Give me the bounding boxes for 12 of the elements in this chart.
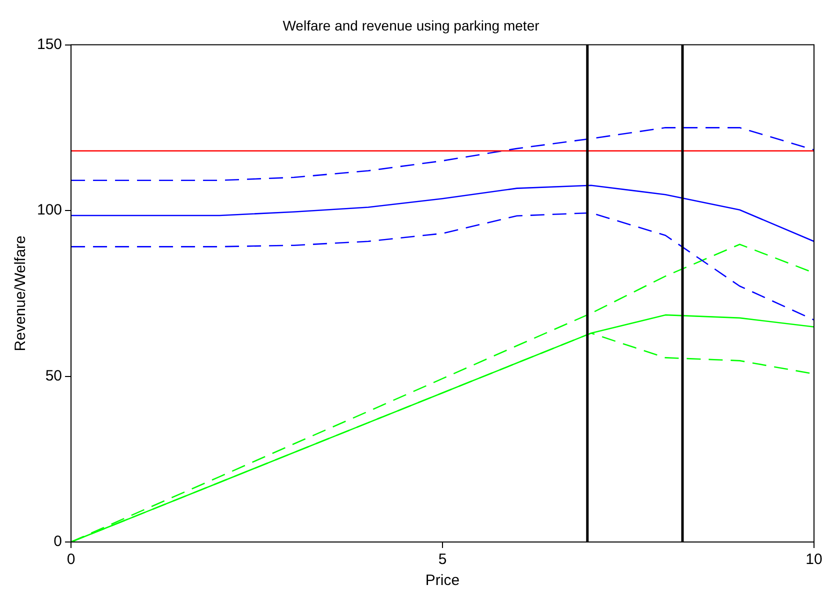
y-tick-label: 100	[36, 202, 62, 219]
y-axis-title: Revenue/Welfare	[12, 236, 30, 352]
y-tick-label: 150	[36, 36, 62, 53]
chart-title: Welfare and revenue using parking meter	[282, 17, 540, 34]
x-tick-label: 0	[66, 551, 76, 568]
y-tick-label: 0	[54, 533, 62, 550]
line-series	[71, 127, 814, 182]
line-series	[71, 212, 814, 321]
x-tick-label: 5	[438, 551, 447, 568]
x-tick-label: 10	[806, 551, 822, 568]
x-axis-title: Price	[425, 572, 460, 590]
y-tick-label: 50	[45, 367, 62, 384]
